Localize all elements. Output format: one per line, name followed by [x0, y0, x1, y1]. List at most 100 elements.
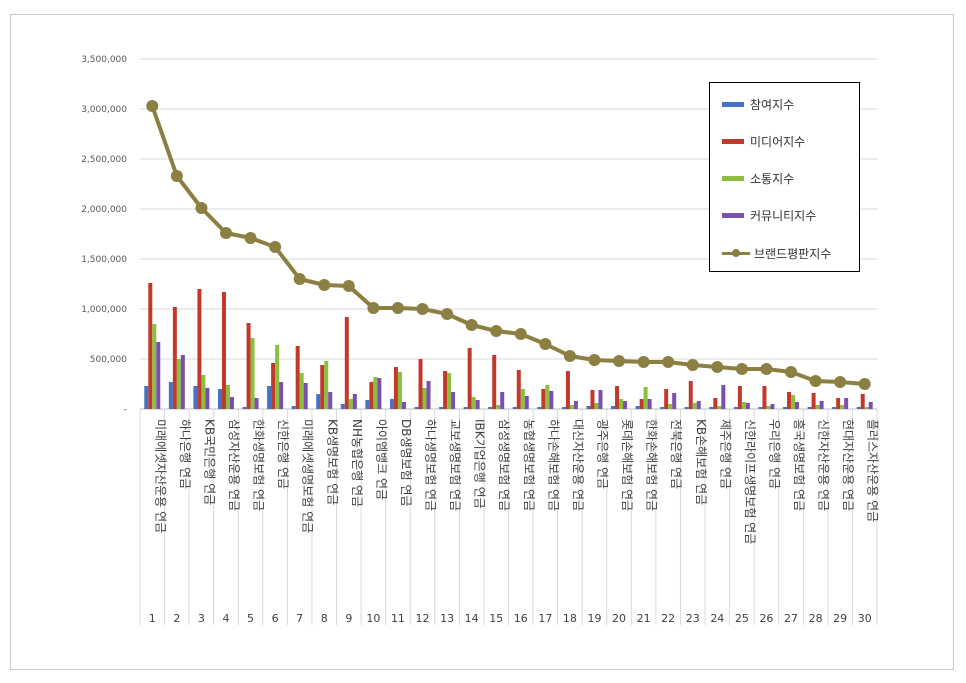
line-point	[539, 338, 552, 350]
x-rank-label: 7	[296, 612, 303, 625]
bar	[348, 399, 353, 409]
x-rank-label: 26	[759, 612, 773, 625]
bar	[500, 392, 505, 409]
bar	[561, 407, 566, 409]
bar	[352, 394, 357, 409]
bar	[586, 406, 591, 409]
x-category-label: 한화생명보험 연금	[252, 419, 266, 511]
bar	[401, 402, 406, 409]
bar	[217, 389, 222, 409]
bar	[672, 393, 677, 409]
x-category-label: 대신자산운용 연금	[571, 419, 585, 511]
bar	[844, 398, 849, 409]
bar	[615, 386, 620, 409]
bar	[623, 401, 628, 409]
bar	[594, 403, 599, 409]
bar	[745, 403, 750, 409]
x-rank-label: 28	[809, 612, 823, 625]
bar	[647, 399, 652, 409]
bar	[205, 388, 210, 409]
legend-item-brand-reputation: 브랜드평판지수	[722, 243, 831, 263]
bar	[860, 394, 865, 409]
line-point	[269, 241, 282, 253]
bar	[451, 392, 456, 409]
bar	[717, 406, 722, 409]
line-point	[760, 363, 773, 375]
bar	[246, 323, 251, 409]
bar	[172, 307, 177, 409]
legend: 참여지수 미디어지수 소통지수 커뮤니티지수 브랜드평판지수	[709, 82, 860, 272]
bar	[176, 359, 181, 409]
bar	[373, 377, 378, 409]
bar	[537, 407, 542, 409]
x-rank-label: 12	[416, 612, 430, 625]
x-rank-label: 3	[198, 612, 205, 625]
bar	[271, 363, 276, 409]
bar	[541, 389, 546, 409]
x-category-label: 우리은행 연금	[767, 419, 782, 489]
x-rank-label: 27	[784, 612, 798, 625]
x-category-label: NH농협은행 연금	[350, 419, 365, 507]
bar	[692, 403, 697, 409]
x-rank-label: 5	[247, 612, 254, 625]
bar	[439, 407, 444, 409]
bar	[471, 397, 476, 409]
bar	[811, 393, 816, 409]
line-point	[293, 273, 306, 285]
line-point	[613, 355, 626, 367]
bar	[549, 391, 554, 409]
line-point	[170, 170, 183, 182]
x-category-label: 제주은행 연금	[718, 419, 733, 489]
x-category-label: 삼성생명보험 연금	[497, 419, 511, 511]
bar	[426, 381, 431, 409]
line-point	[711, 361, 724, 373]
bar	[512, 407, 517, 409]
x-rank-label: 29	[833, 612, 847, 625]
bar	[365, 400, 370, 409]
bar	[340, 404, 345, 409]
line-point	[809, 375, 822, 387]
line-point	[391, 302, 404, 314]
line-point	[416, 303, 429, 315]
bar	[684, 407, 689, 409]
line-point	[441, 308, 454, 320]
bar	[639, 399, 644, 409]
bar	[766, 406, 771, 409]
x-rank-label: 30	[858, 612, 872, 625]
x-category-label: 신한은행 연금	[276, 419, 291, 489]
bar	[664, 389, 669, 409]
x-rank-label: 16	[514, 612, 528, 625]
legend-swatch-media	[722, 138, 744, 144]
x-rank-label: 21	[637, 612, 651, 625]
bar	[328, 392, 333, 409]
bar	[295, 346, 300, 409]
legend-label-community: 커뮤니티지수	[750, 208, 817, 223]
x-rank-label: 10	[366, 612, 380, 625]
legend-swatch-communication	[722, 175, 744, 181]
bar	[758, 407, 763, 409]
y-tick-label: 1,500,000	[81, 255, 127, 265]
x-rank-label: 4	[222, 612, 229, 625]
x-axis-labels: 미래에셋자산운용 연금 1 하나은행 연금 2 KB국민은행 연금 3 삼성자산운용 연금 4…	[149, 419, 880, 625]
line-point	[514, 328, 527, 340]
y-axis-ticks: - 500,000 1,000,000 1,500,000 2,000,000 2,500…	[81, 55, 127, 415]
x-rank-label: 11	[391, 612, 405, 625]
bar	[242, 407, 247, 409]
legend-item-community: 커뮤니티지수	[722, 205, 816, 225]
line-point	[195, 202, 208, 214]
bar	[144, 386, 149, 409]
bar-layer	[144, 283, 873, 409]
bar	[643, 387, 648, 409]
bar	[864, 407, 869, 409]
bar	[467, 348, 472, 409]
bar	[713, 398, 718, 409]
bar	[737, 386, 742, 409]
bar	[443, 371, 448, 409]
line-point	[367, 302, 380, 314]
x-rank-label: 13	[440, 612, 454, 625]
bar	[590, 390, 595, 409]
bar	[709, 407, 714, 409]
y-tick-label: 2,000,000	[81, 205, 127, 215]
legend-item-media: 미디어지수	[722, 131, 805, 151]
line-point	[637, 356, 650, 368]
